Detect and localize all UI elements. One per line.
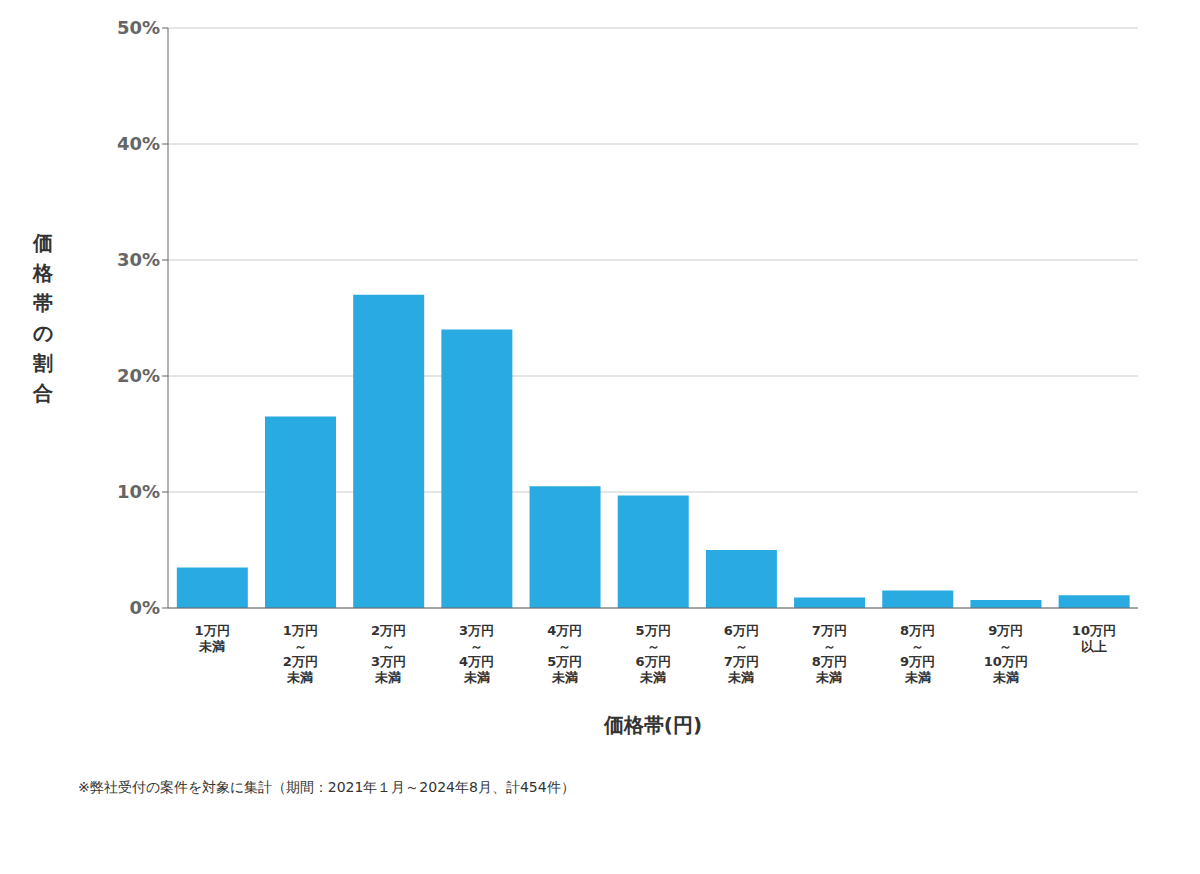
- svg-text:0%: 0%: [129, 597, 160, 618]
- svg-text:1万円～2万円未満: 1万円～2万円未満: [283, 623, 318, 685]
- svg-text:40%: 40%: [117, 133, 160, 154]
- svg-text:8万円～9万円未満: 8万円～9万円未満: [900, 623, 935, 685]
- svg-text:2万円～3万円未満: 2万円～3万円未満: [371, 623, 406, 685]
- html-text:合: 合: [33, 381, 53, 405]
- html-text:※弊社受付の案件を対象に集計（期間：2021年１月～2024: ※弊社受付の案件を対象に集計（期間：2021年１月～2024年8月、計454件）: [78, 779, 575, 795]
- svg-text:7万円～8万円未満: 7万円～8万円未満: [812, 623, 847, 685]
- svg-text:1万円未満: 1万円未満: [195, 623, 230, 654]
- svg-text:9万円～10万円未満: 9万円～10万円未満: [984, 623, 1028, 685]
- svg-text:10%: 10%: [117, 481, 160, 502]
- html-text:価: 価: [33, 231, 53, 255]
- html-text:格: 格: [33, 261, 53, 285]
- svg-text:3万円～4万円未満: 3万円～4万円未満: [459, 623, 494, 685]
- html-text:割: 割: [33, 351, 53, 375]
- svg-text:50%: 50%: [117, 17, 160, 38]
- svg-text:30%: 30%: [117, 249, 160, 270]
- svg-text:10万円以上: 10万円以上: [1072, 623, 1116, 654]
- svg-text:4万円～5万円未満: 4万円～5万円未満: [547, 623, 582, 685]
- svg-text:6万円～7万円未満: 6万円～7万円未満: [724, 623, 759, 685]
- html-text:の: の: [33, 321, 53, 345]
- html-text:帯: 帯: [33, 291, 53, 315]
- svg-text:5万円～6万円未満: 5万円～6万円未満: [635, 623, 670, 685]
- html-text:価格帯(円): 価格帯(円): [603, 713, 703, 737]
- svg-text:20%: 20%: [117, 365, 160, 386]
